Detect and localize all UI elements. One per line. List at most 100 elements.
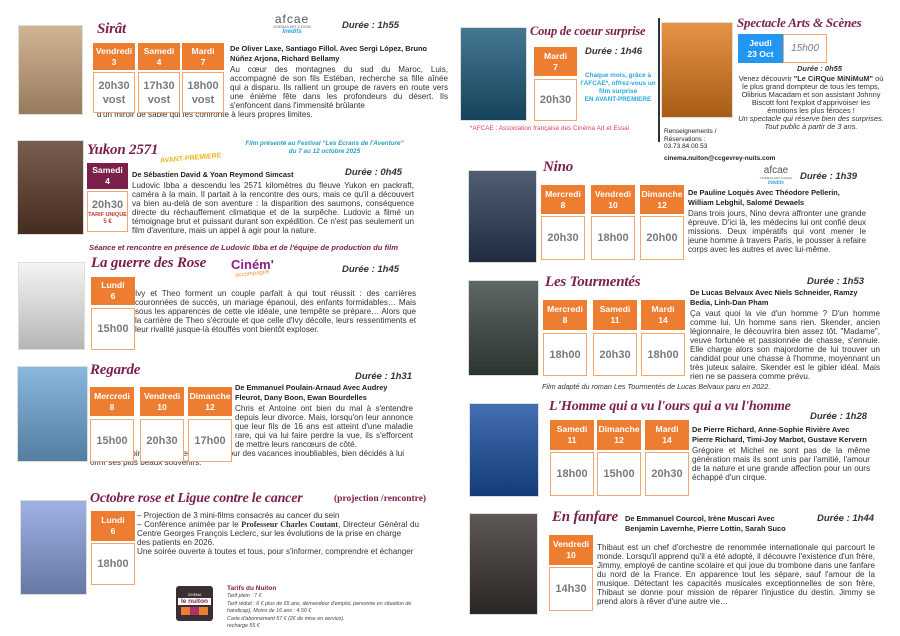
session-day-header[interactable]: Dimanche 12 [640, 185, 684, 214]
session-time: 18h00 [97, 558, 129, 570]
film-text-column: Thibaut est un chef d'orchestre de renom… [597, 543, 875, 606]
session-time-box[interactable]: 18h00 vost [182, 72, 224, 113]
cinem-logo-text: Ciném' [231, 257, 274, 272]
spectacle-description: Venez découvrir "Le CiRQue MiNiMuM" où l… [736, 75, 886, 131]
contact-phone[interactable]: 03.73.84.00.53 [664, 143, 708, 150]
desc-line: Une soirée ouverte à toutes et tous, pou… [137, 547, 414, 556]
session-day-header[interactable]: Mardi 7 [182, 43, 224, 70]
afcae-logo-text: afcae [274, 12, 310, 26]
session-time: 20h30 [599, 348, 631, 361]
film-duration: Durée : 1h45 [342, 264, 400, 275]
poster-image [468, 280, 539, 376]
session-day-header[interactable]: Mardi 14 [641, 300, 685, 330]
session-time-box[interactable]: 20h30 vost [93, 72, 135, 113]
session-day: Samedi [143, 45, 175, 56]
session-time-box[interactable]: 20h30 [140, 419, 184, 462]
contact-email[interactable]: cinema.nuiton@ccgevrey-nuits.com [664, 155, 776, 162]
film-title: Yukon 2571 [87, 142, 159, 158]
session-day-header[interactable]: Dimanche 12 [597, 420, 641, 450]
session-day-header[interactable]: Mercredi 8 [543, 300, 587, 330]
session-time-box[interactable]: 20h30 [593, 333, 637, 376]
session-time-box[interactable]: 18h00 [591, 216, 635, 260]
session-date: 12 [614, 435, 624, 445]
session-day-header[interactable]: Lundi 6 [91, 511, 135, 541]
session-day-header[interactable]: Samedi 11 [550, 420, 594, 450]
film-duration: Durée : 1h31 [355, 371, 413, 382]
film-credits: De Emmanuel Poulain-Arnaud Avec Audrey F… [235, 383, 388, 402]
spectacle-session-day[interactable]: Jeudi 23 Oct [738, 34, 783, 63]
film-text-column: De Sébastien David & Yoan Reymond Simcas… [132, 170, 414, 235]
desc-text: , Directeur Général du Centre Georges Fr… [137, 520, 419, 538]
session-day-header[interactable]: Vendredi 10 [549, 535, 593, 565]
spectacle-session-time[interactable]: 15h00 [783, 34, 827, 63]
session-day-header[interactable]: Vendredi 3 [93, 43, 135, 70]
session-day-header[interactable]: Samedi 11 [593, 300, 637, 330]
afcae-logo-tag: Inédits [767, 180, 785, 186]
film-title: Regarde [90, 362, 141, 378]
session-time-box[interactable]: 15h00 [91, 308, 135, 350]
session-day: Mercredi [94, 390, 130, 401]
octobre-subtitle: (projection /rencontre) [334, 494, 427, 504]
session-time-box[interactable]: 18h00 [91, 543, 135, 585]
spectacle-poster-image [661, 22, 733, 118]
octobre-description: – Projection de 3 mini-films consacrés a… [137, 511, 419, 556]
session-time-box[interactable]: 18h00 [543, 333, 587, 376]
session-day: Vendredi [143, 390, 181, 401]
poster-image [17, 366, 88, 462]
speaker-name: Professeur Charles Coutant [241, 520, 339, 529]
session-day-header[interactable]: Mercredi 8 [541, 185, 585, 214]
session-time-box[interactable]: 20h30 TARIF UNIQUE 5 € [87, 191, 128, 232]
session-day-header[interactable]: Samedi 4 [87, 163, 128, 189]
tarif-line: Carte d'abonnement 57 € (2€ de mise en s… [227, 615, 345, 622]
session-date: 14 [658, 315, 668, 325]
desc-italic: Un spectacle qui réserve bien des surpri… [738, 114, 884, 123]
tarif-line: Tarif réduit : 6 € plus de 65 ans, deman… [227, 600, 412, 615]
session-time: 17h00 [194, 434, 226, 447]
session-date: 8 [562, 315, 568, 325]
film-credits: De Oliver Laxe, Santiago Fillol. Avec Se… [230, 44, 427, 63]
session-date: 10 [157, 401, 167, 412]
session-day-header[interactable]: Vendredi 10 [591, 185, 635, 214]
session-time-box[interactable]: 15h00 [90, 419, 134, 462]
film-duration: Durée : 1h39 [800, 171, 858, 182]
session-time: 20h30 [651, 468, 683, 480]
poster-image [20, 500, 87, 595]
session-day-header[interactable]: Vendredi 10 [140, 387, 184, 416]
session-time-box[interactable]: 14h30 [549, 567, 593, 611]
session-time-box[interactable]: 17h30 vost [138, 72, 180, 113]
session-day-header[interactable]: Mercredi 8 [90, 387, 134, 416]
session-date: 11 [610, 315, 620, 325]
session-time: 15h00 [791, 42, 819, 54]
tourmentes-note: Film adapté du roman Les Tourmentés de L… [542, 382, 771, 391]
session-day-header[interactable]: Mardi 14 [645, 420, 689, 450]
film-description: Ivy et Theo forment un couple parfait à … [135, 289, 416, 334]
session-time-box[interactable]: 20h30 [534, 79, 577, 121]
session-time-box[interactable]: 20h00 [640, 216, 684, 260]
session-time-box[interactable]: 18h00 [550, 452, 594, 496]
session-day: Vendredi [594, 188, 632, 199]
afcae-logo: afcae CINÉMAS ART & ESSAI Inédits [262, 13, 322, 35]
session-date: 7 [553, 61, 558, 72]
session-day-header[interactable]: Lundi 6 [91, 277, 135, 305]
session-day-header[interactable]: Mardi 7 [534, 47, 577, 76]
desc-line: – Conférence animée par le Professeur Ch… [137, 520, 419, 538]
session-day: Mardi [655, 424, 679, 434]
session-time-box[interactable]: 18h00 [641, 333, 685, 376]
film-text-column: De Pauline Loquès Avec Théodore Pellerin… [688, 188, 866, 254]
session-day-header[interactable]: Dimanche 12 [188, 387, 232, 416]
session-time-box[interactable]: 15h00 [597, 452, 641, 496]
session-date: 10 [608, 199, 618, 210]
session-version: vost [191, 93, 215, 106]
session-date: 12 [205, 401, 215, 412]
session-time-box[interactable]: 17h00 [188, 419, 232, 462]
session-date: 23 Oct [747, 48, 774, 59]
session-time-box[interactable]: 20h30 [541, 216, 585, 260]
show-name: "Le CiRQue MiNiMuM" [793, 74, 874, 83]
festival-line: Film présenté au Festival “Les Ecrans de… [245, 140, 404, 147]
session-day: Dimanche [189, 390, 231, 401]
film-title: Les Tourmentés [545, 274, 641, 290]
session-time: 20h30 [146, 434, 178, 447]
session-date: 8 [109, 401, 115, 412]
session-day-header[interactable]: Samedi 4 [138, 43, 180, 70]
session-time-box[interactable]: 20h30 [645, 452, 689, 496]
